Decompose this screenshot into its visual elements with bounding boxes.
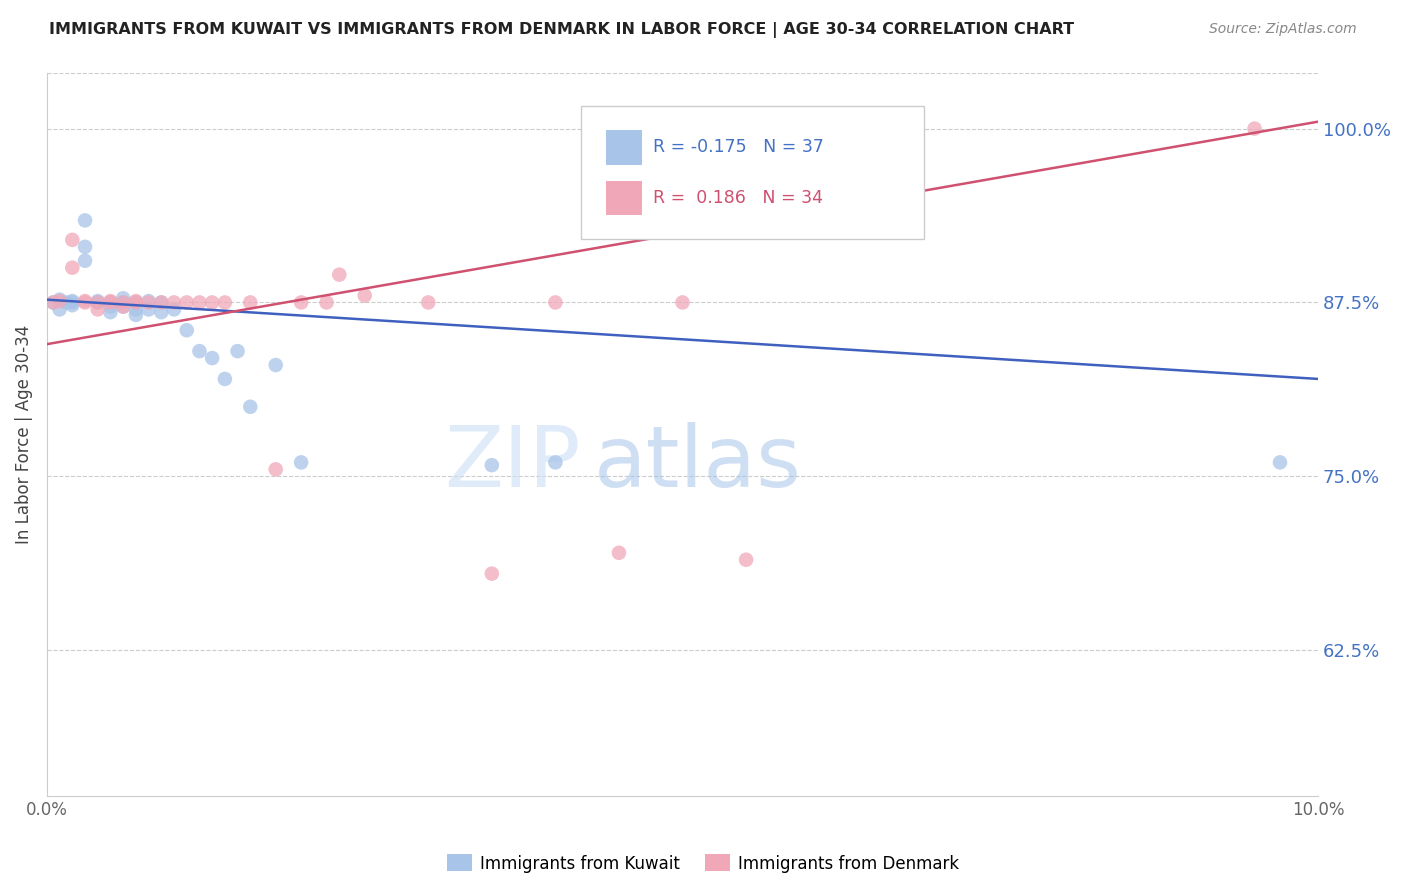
Text: atlas: atlas	[593, 422, 801, 505]
Point	[73, 213, 96, 227]
Point	[607, 546, 630, 560]
Y-axis label: In Labor Force | Age 30-34: In Labor Force | Age 30-34	[15, 325, 32, 544]
Point	[112, 295, 135, 310]
Point	[138, 302, 160, 317]
Point	[112, 295, 135, 310]
Point	[735, 553, 758, 567]
Point	[42, 295, 65, 310]
Point	[264, 462, 287, 476]
Point	[100, 294, 122, 309]
Point	[163, 302, 186, 317]
Text: IMMIGRANTS FROM KUWAIT VS IMMIGRANTS FROM DENMARK IN LABOR FORCE | AGE 30-34 COR: IMMIGRANTS FROM KUWAIT VS IMMIGRANTS FRO…	[49, 22, 1074, 38]
Point	[112, 300, 135, 314]
Point	[125, 295, 148, 310]
Point	[214, 372, 236, 386]
Point	[100, 295, 122, 310]
Point	[544, 295, 567, 310]
Point	[290, 455, 312, 469]
Point	[671, 295, 693, 310]
Point	[125, 294, 148, 309]
Point	[48, 293, 70, 307]
Point	[418, 295, 440, 310]
Point	[112, 300, 135, 314]
Point	[42, 295, 65, 310]
Point	[125, 302, 148, 317]
Point	[214, 295, 236, 310]
Point	[150, 305, 173, 319]
Point	[87, 295, 110, 310]
Point	[239, 400, 262, 414]
Point	[176, 323, 198, 337]
Point	[100, 305, 122, 319]
Point	[138, 295, 160, 310]
Point	[60, 260, 83, 275]
Point	[125, 295, 148, 310]
Point	[73, 240, 96, 254]
Point	[125, 308, 148, 322]
Point	[100, 295, 122, 310]
Point	[87, 302, 110, 317]
Point	[1243, 121, 1265, 136]
Point	[290, 295, 312, 310]
Point	[481, 458, 503, 472]
Point	[176, 295, 198, 310]
Point	[60, 295, 83, 310]
Point	[73, 253, 96, 268]
Text: R = -0.175   N = 37: R = -0.175 N = 37	[654, 138, 824, 156]
Point	[150, 295, 173, 310]
Point	[73, 295, 96, 310]
Point	[87, 294, 110, 309]
Point	[315, 295, 337, 310]
Point	[239, 295, 262, 310]
Point	[100, 300, 122, 314]
Point	[112, 291, 135, 305]
Text: R =  0.186   N = 34: R = 0.186 N = 34	[654, 189, 824, 207]
Point	[138, 294, 160, 309]
Point	[60, 294, 83, 309]
Point	[201, 295, 224, 310]
Legend: Immigrants from Kuwait, Immigrants from Denmark: Immigrants from Kuwait, Immigrants from …	[440, 847, 966, 880]
Point	[264, 358, 287, 372]
Point	[60, 233, 83, 247]
Text: ZIP: ZIP	[444, 422, 581, 505]
Point	[60, 298, 83, 312]
Point	[481, 566, 503, 581]
Point	[544, 455, 567, 469]
Point	[328, 268, 350, 282]
Text: Source: ZipAtlas.com: Source: ZipAtlas.com	[1209, 22, 1357, 37]
Point	[163, 295, 186, 310]
Point	[48, 302, 70, 317]
FancyBboxPatch shape	[581, 105, 924, 239]
Point	[55, 295, 77, 310]
Point	[73, 294, 96, 309]
Point	[48, 294, 70, 309]
Point	[1268, 455, 1291, 469]
Point	[188, 295, 211, 310]
Point	[87, 295, 110, 310]
Point	[188, 344, 211, 359]
Point	[353, 288, 375, 302]
Bar	[606, 181, 641, 216]
Point	[201, 351, 224, 365]
Point	[150, 295, 173, 310]
Point	[226, 344, 249, 359]
Bar	[606, 130, 641, 165]
